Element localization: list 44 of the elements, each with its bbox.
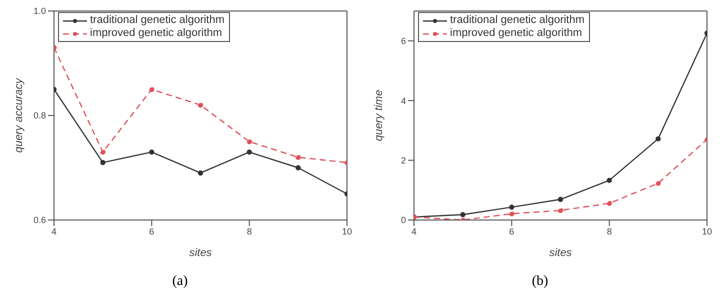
- point: [656, 136, 661, 142]
- point: [656, 180, 661, 186]
- x-tick-label: 4: [411, 226, 417, 236]
- point: [198, 170, 204, 176]
- point: [246, 139, 252, 144]
- y-axis-title: query time: [372, 90, 385, 142]
- y-tick-label: 0.8: [33, 110, 46, 121]
- x-tick-label: 4: [51, 226, 57, 236]
- legend-label: improved genetic algorithm: [450, 27, 582, 40]
- y-tick-label: 0.6: [33, 215, 46, 226]
- point: [606, 200, 612, 206]
- x-tick-label: 10: [342, 226, 352, 236]
- point: [100, 160, 106, 166]
- x-tick-label: 8: [606, 226, 612, 236]
- point: [246, 149, 252, 155]
- x-axis-title: sites: [549, 247, 572, 259]
- legend-label: traditional genetic algorithm: [90, 14, 225, 27]
- y-tick-label: 0: [400, 215, 406, 226]
- point: [296, 165, 301, 170]
- x-tick-label: 6: [149, 226, 154, 236]
- y-axis-title: query accuracy: [12, 76, 25, 153]
- y-tick-label: 6: [400, 36, 406, 46]
- y-tick-label: 2: [400, 155, 406, 166]
- x-axis-title: sites: [189, 247, 212, 259]
- point: [149, 86, 154, 92]
- point: [296, 154, 301, 160]
- text: (b): [530, 274, 550, 290]
- point: [100, 149, 106, 155]
- point: [149, 149, 154, 155]
- x-tick-label: 10: [702, 226, 712, 236]
- y-tick-label: 1.0: [33, 6, 46, 16]
- point: [558, 208, 564, 214]
- point: [558, 196, 564, 202]
- legend-label: improved genetic algorithm: [90, 27, 222, 40]
- legend-label: traditional genetic algorithm: [450, 14, 585, 27]
- point: [509, 204, 514, 210]
- x-tick-label: 8: [246, 226, 252, 236]
- y-tick-label: 4: [400, 96, 406, 106]
- point: [460, 212, 466, 218]
- text: (a): [171, 274, 189, 290]
- point: [509, 211, 514, 216]
- point: [606, 178, 612, 183]
- x-tick-label: 6: [509, 226, 514, 236]
- point: [198, 102, 204, 108]
